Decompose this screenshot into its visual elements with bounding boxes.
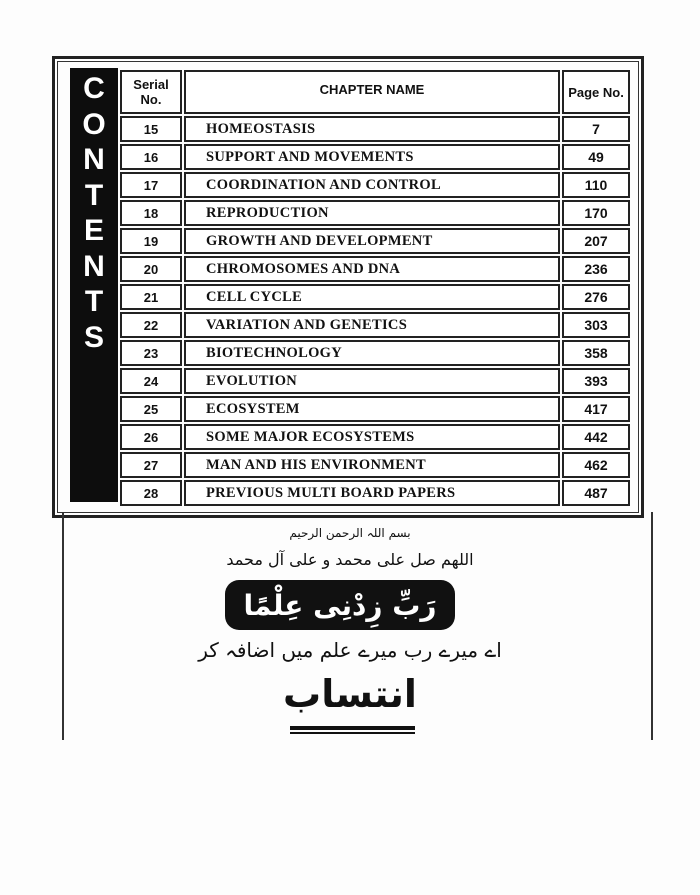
row-chapter: SOME MAJOR ECOSYSTEMS [184, 424, 560, 450]
row-chapter: PREVIOUS MULTI BOARD PAPERS [184, 480, 560, 506]
page-border [52, 56, 644, 518]
sidebar-letter: N [83, 143, 105, 176]
row-serial: 24 [120, 368, 182, 394]
row-chapter: GROWTH AND DEVELOPMENT [184, 228, 560, 254]
row-serial: 28 [120, 480, 182, 506]
row-serial: 23 [120, 340, 182, 366]
row-page: 7 [562, 116, 630, 142]
row-page: 207 [562, 228, 630, 254]
bismillah: بسم اللہ الرحمن الرحیم [289, 526, 411, 540]
header-page: Page No. [562, 70, 630, 114]
row-page: 303 [562, 312, 630, 338]
sidebar-letter: T [84, 178, 104, 212]
dedication-heading: انتساب [283, 672, 417, 716]
row-chapter: BIOTECHNOLOGY [184, 340, 560, 366]
row-serial: 17 [120, 172, 182, 198]
row-page: 442 [562, 424, 630, 450]
row-chapter: REPRODUCTION [184, 200, 560, 226]
sidebar-letter: C [83, 72, 105, 105]
row-chapter: COORDINATION AND CONTROL [184, 172, 560, 198]
row-serial: 20 [120, 256, 182, 282]
row-page: 417 [562, 396, 630, 422]
row-page: 236 [562, 256, 630, 282]
row-serial: 18 [120, 200, 182, 226]
row-chapter: SUPPORT AND MOVEMENTS [184, 144, 560, 170]
row-chapter: ECOSYSTEM [184, 396, 560, 422]
sidebar-letter: E [83, 214, 104, 247]
row-page: 276 [562, 284, 630, 310]
sidebar-letter: O [82, 107, 106, 141]
heading-underline-thin [290, 732, 415, 734]
row-page: 462 [562, 452, 630, 478]
row-serial: 26 [120, 424, 182, 450]
row-serial: 22 [120, 312, 182, 338]
row-serial: 16 [120, 144, 182, 170]
sidebar-letter: S [83, 320, 104, 354]
row-chapter: CHROMOSOMES AND DNA [184, 256, 560, 282]
header-serial: Serial No. [120, 70, 182, 114]
row-chapter: MAN AND HIS ENVIRONMENT [184, 452, 560, 478]
row-page: 487 [562, 480, 630, 506]
row-page: 170 [562, 200, 630, 226]
row-chapter: EVOLUTION [184, 368, 560, 394]
sidebar-letter: N [83, 249, 105, 283]
sidebar-letter: T [84, 285, 104, 318]
durood: اللھم صل علی محمد و علی آل محمد [226, 550, 474, 569]
border-line-right [651, 512, 653, 740]
row-page: 49 [562, 144, 630, 170]
row-chapter: HOMEOSTASIS [184, 116, 560, 142]
row-page: 358 [562, 340, 630, 366]
row-serial: 21 [120, 284, 182, 310]
row-page: 393 [562, 368, 630, 394]
row-serial: 27 [120, 452, 182, 478]
border-line-left [62, 512, 64, 740]
verse-banner: رَبِّ زِدْنِی عِلْمًا [225, 580, 455, 630]
row-serial: 19 [120, 228, 182, 254]
row-serial: 15 [120, 116, 182, 142]
header-chapter: CHAPTER NAME [184, 70, 560, 114]
translation: اے میرے رب میرے علم میں اضافہ کر [198, 638, 502, 662]
row-page: 110 [562, 172, 630, 198]
row-serial: 25 [120, 396, 182, 422]
row-chapter: CELL CYCLE [184, 284, 560, 310]
row-chapter: VARIATION AND GENETICS [184, 312, 560, 338]
heading-underline [290, 726, 415, 730]
